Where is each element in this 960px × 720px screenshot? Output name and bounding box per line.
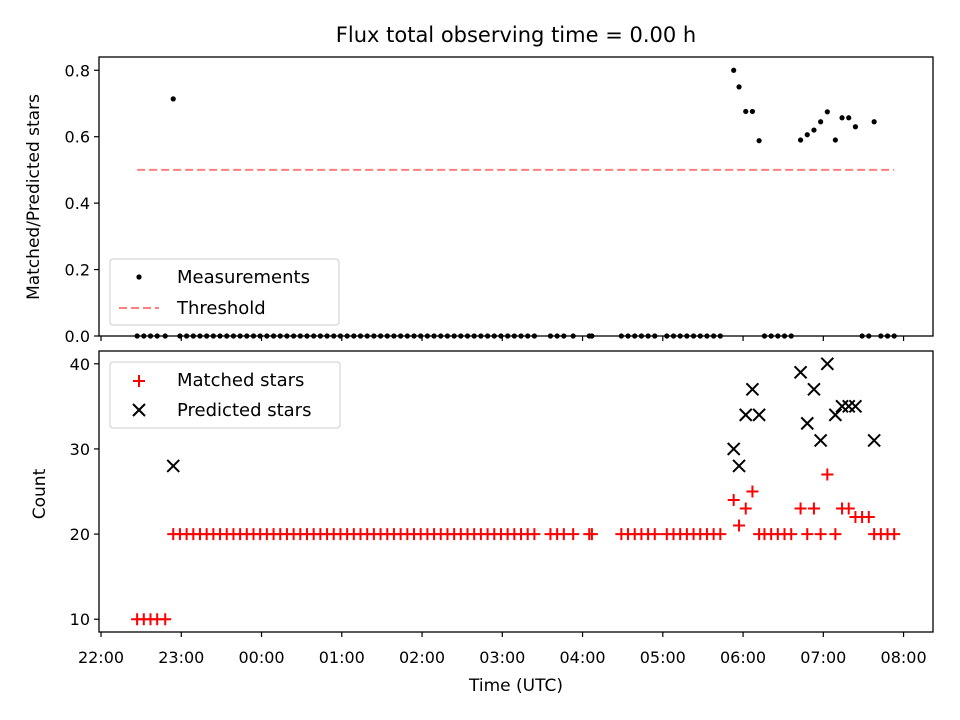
top-y-axis-label: Matched/Predicted stars <box>24 94 44 300</box>
matched-stars-point <box>727 494 740 507</box>
chart-title: Flux total observing time = 0.00 h <box>336 23 696 47</box>
measurement-point <box>170 96 176 102</box>
top-legend: Measurements Threshold <box>109 258 340 326</box>
x-tick-label: 08:00 <box>881 648 927 667</box>
bottom-y-axis: 10 20 30 40 <box>70 355 99 629</box>
predicted-stars-point <box>732 459 746 473</box>
predicted-stars-point <box>820 357 835 371</box>
measurement-point <box>804 132 810 138</box>
predicted-stars-point <box>828 408 843 422</box>
matched-stars-point <box>807 502 820 515</box>
bottom-y-axis-label: Count <box>30 468 50 519</box>
predicted-stars-point <box>800 416 814 431</box>
measurement-point <box>731 67 737 73</box>
bottom-panel: 10 20 30 40 22:00 23:00 00:00 01:00 02:00 03:00 0… <box>30 350 934 696</box>
matched-stars-point <box>746 485 759 498</box>
top-y-tick-label: 0.0 <box>65 327 90 346</box>
top-y-axis: 0.0 0.2 0.4 0.6 0.8 <box>65 61 99 346</box>
predicted-stars-point <box>813 433 828 448</box>
matched-stars-point <box>648 528 661 541</box>
top-axes-frame <box>98 56 934 337</box>
measurement-point <box>846 115 852 121</box>
matched-stars-legend-marker <box>133 375 145 387</box>
bottom-legend-box <box>109 361 341 429</box>
measurement-point <box>832 137 838 143</box>
measurement-point <box>839 115 845 121</box>
bottom-y-tick-label: 40 <box>70 355 90 374</box>
matched-stars-point <box>528 528 541 541</box>
x-tick-label: 06:00 <box>720 648 766 667</box>
predicted-stars-point <box>793 365 808 379</box>
matched-stars-point <box>159 613 172 626</box>
x-tick-label: 04:00 <box>559 648 605 667</box>
top-legend-box <box>109 258 340 326</box>
x-tick-label: 07:00 <box>800 648 846 667</box>
x-tick-label: 23:00 <box>158 648 204 667</box>
matched-stars-point <box>888 528 901 541</box>
x-tick-label: 03:00 <box>479 648 525 667</box>
measurement-point <box>756 138 762 144</box>
predicted-stars-point <box>848 399 863 414</box>
predicted-stars-point <box>739 408 753 422</box>
matched-stars-legend-label: Matched stars <box>177 370 304 391</box>
measurements-legend-marker <box>136 274 142 280</box>
bottom-y-tick-label: 30 <box>70 440 90 459</box>
measurement-point <box>743 108 749 115</box>
top-panel: 0.00.20.40.60.8 Matched/Predicted stars … <box>24 56 934 346</box>
matched-stars-point <box>842 502 855 515</box>
measurement-point <box>797 137 804 143</box>
bottom-y-tick-label: 20 <box>70 525 90 544</box>
measurement-point <box>871 119 877 125</box>
matched-stars-point <box>585 528 598 541</box>
x-axis-label: Time (UTC) <box>468 676 563 696</box>
measurement-point <box>824 109 830 115</box>
predicted-stars-point <box>745 382 760 397</box>
matched-stars-point <box>862 511 875 524</box>
matched-stars-point <box>794 502 807 515</box>
predicted-stars-legend-label: Predicted stars <box>177 400 311 421</box>
measurement-point <box>852 124 859 130</box>
top-y-tick-label: 0.8 <box>65 61 90 80</box>
measurement-point <box>749 108 756 115</box>
bottom-legend: Matched stars Predicted stars <box>109 361 341 429</box>
predicted-stars-point <box>726 442 741 456</box>
top-y-tick-label: 0.4 <box>65 194 90 213</box>
top-y-tick-label: 0.6 <box>65 128 90 147</box>
predicted-stars-legend-marker <box>132 403 146 417</box>
x-tick-label: 05:00 <box>640 648 686 667</box>
x-tick-label: 01:00 <box>319 648 365 667</box>
matched-stars-point <box>567 528 580 541</box>
measurement-point <box>811 127 817 133</box>
x-tick-label: 02:00 <box>399 648 445 667</box>
top-x-axis <box>100 336 905 341</box>
matched-stars-point <box>801 528 814 541</box>
matched-stars-point <box>785 528 798 541</box>
x-tick-label: 00:00 <box>238 648 284 667</box>
bottom-plot-data <box>131 357 901 626</box>
bottom-axes-frame <box>98 350 934 633</box>
matched-stars-point <box>733 519 746 532</box>
matched-stars-point <box>814 528 827 541</box>
matched-stars-point <box>739 502 752 515</box>
predicted-stars-point <box>867 433 881 448</box>
matched-stars-point <box>829 528 842 541</box>
matched-stars-point <box>714 528 727 541</box>
predicted-stars-point <box>807 382 821 397</box>
predicted-stars-point <box>752 408 766 422</box>
measurement-point <box>818 119 824 125</box>
matched-stars-point <box>821 468 834 481</box>
threshold-legend-label: Threshold <box>176 298 266 319</box>
bottom-x-axis: 22:00 23:00 00:00 01:00 02:00 03:00 04:00 05:00… <box>78 632 927 667</box>
predicted-stars-point <box>166 459 180 473</box>
measurement-point <box>736 84 742 90</box>
x-tick-label: 22:00 <box>78 648 124 667</box>
bottom-y-tick-label: 10 <box>70 610 90 629</box>
measurements-legend-label: Measurements <box>177 267 310 288</box>
top-y-tick-label: 0.2 <box>65 261 90 280</box>
